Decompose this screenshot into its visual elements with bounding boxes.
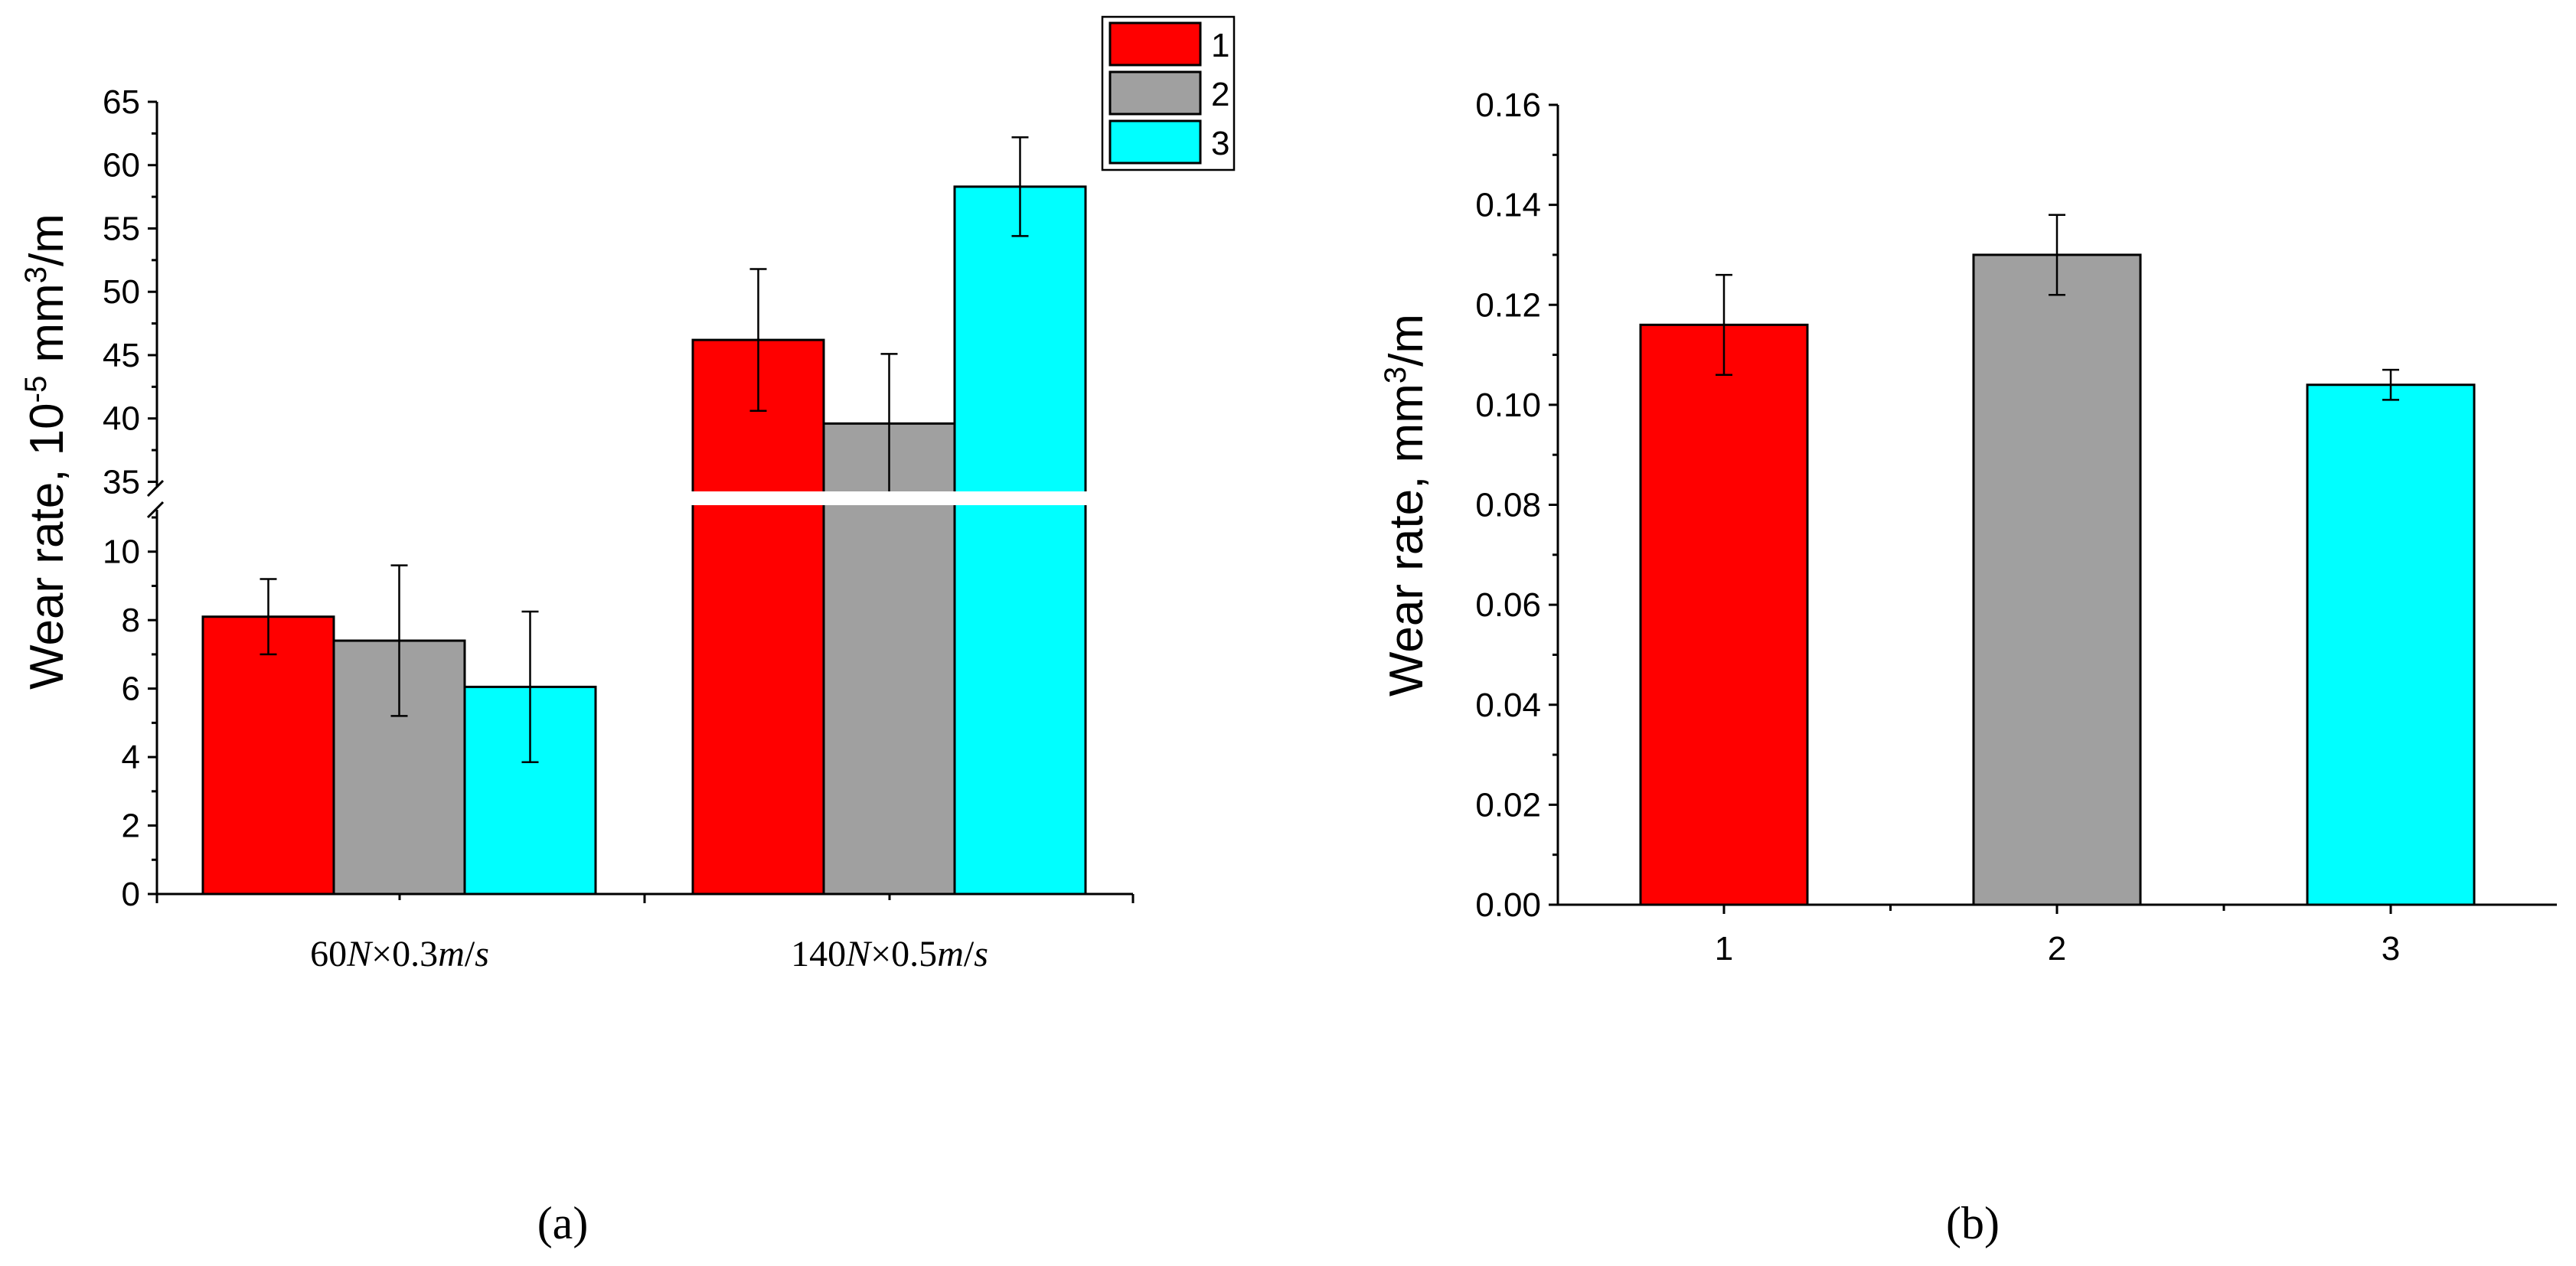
x-category-label-part: ×0.3 xyxy=(371,934,438,974)
axis-break-mark xyxy=(146,479,165,498)
y-tick-label: 0.12 xyxy=(1475,286,1541,324)
bar-series1-cat1 xyxy=(201,615,335,896)
x-category-label-part: N xyxy=(845,934,873,974)
axis-break-mark xyxy=(146,501,165,519)
bar-1 xyxy=(1639,323,1809,906)
x-category-label-part: / xyxy=(964,934,975,974)
y-tick-label: 10 xyxy=(103,533,140,571)
x-category-label-part: 60 xyxy=(310,934,347,974)
x-category-label-part: s xyxy=(475,934,489,974)
y-tick-label: 35 xyxy=(103,463,140,501)
y-tick-label: 0.16 xyxy=(1475,86,1541,124)
x-category-label-part: ×0.5 xyxy=(870,934,937,974)
y-axis-title: Wear rate, 10-5 mm3/m xyxy=(19,214,73,690)
bar-series1-cat2 xyxy=(691,338,825,896)
x-category-label-part: 140 xyxy=(791,934,846,974)
y-title-unit: mm xyxy=(21,283,73,376)
bar-series3-cat2 xyxy=(953,185,1087,896)
y-tick-label: 45 xyxy=(103,337,140,374)
y-title-text: Wear rate, mm xyxy=(1380,383,1433,697)
legend-swatch-2 xyxy=(1108,70,1202,116)
x-category-label-part: s xyxy=(974,934,988,974)
panel-b-label: (b) xyxy=(1946,1198,2000,1248)
y-tick-label: 60 xyxy=(103,147,140,184)
y-tick-label: 2 xyxy=(122,808,140,845)
y-title-exponent: 3 xyxy=(19,266,53,283)
x-tick-label: 1 xyxy=(1715,930,1733,967)
panel-a-label: (a) xyxy=(537,1198,589,1248)
bar-3 xyxy=(2306,383,2476,906)
x-category-label-part: m xyxy=(937,934,964,974)
legend-swatch-3 xyxy=(1108,119,1202,165)
y-title-text: Wear rate, 10 xyxy=(21,403,73,689)
y-tick-label: 0.02 xyxy=(1475,786,1541,824)
x-category-label: 60N×0.3m/s xyxy=(310,934,489,974)
y-tick-label: 0.06 xyxy=(1475,586,1541,624)
y-tick-label: 6 xyxy=(122,671,140,708)
x-category-label-part: N xyxy=(346,934,374,974)
y-tick-label: 40 xyxy=(103,400,140,438)
legend-label-1: 1 xyxy=(1211,27,1229,64)
y-axis-title: Wear rate, mm3/m xyxy=(1379,314,1433,697)
y-tick-label: 0.14 xyxy=(1475,187,1541,224)
y-title-exponent: -5 xyxy=(19,376,53,403)
x-tick-label: 2 xyxy=(2048,930,2066,967)
y-tick-label: 0.08 xyxy=(1475,487,1541,524)
legend-swatch-1 xyxy=(1108,21,1202,67)
legend-label-2: 2 xyxy=(1211,76,1229,113)
y-tick-label: 0 xyxy=(122,876,140,913)
y-tick-label: 55 xyxy=(103,210,140,247)
y-tick-label: 4 xyxy=(122,739,140,776)
axis-break-band xyxy=(155,491,1135,505)
x-category-label: 140N×0.5m/s xyxy=(791,934,988,974)
y-tick-label: 50 xyxy=(103,273,140,311)
y-tick-label: 8 xyxy=(122,602,140,639)
x-tick-label: 3 xyxy=(2382,930,2400,967)
y-title-unit-suffix: /m xyxy=(1380,314,1433,367)
y-tick-label: 0.10 xyxy=(1475,387,1541,424)
legend: 1 2 3 xyxy=(1101,15,1236,171)
x-category-label-part: / xyxy=(465,934,475,974)
legend-label-3: 3 xyxy=(1211,125,1229,162)
y-title-unit-suffix: /m xyxy=(21,214,73,266)
y-title-exponent: 3 xyxy=(1379,367,1412,383)
x-category-label-part: m xyxy=(438,934,465,974)
y-tick-label: 65 xyxy=(103,83,140,121)
y-tick-label: 0.00 xyxy=(1475,886,1541,924)
bar-2 xyxy=(1972,253,2142,906)
y-tick-label: 0.04 xyxy=(1475,687,1541,724)
panel-b-chart: 0.000.020.040.060.080.100.120.140.161 2 3W… xyxy=(1379,86,2557,967)
